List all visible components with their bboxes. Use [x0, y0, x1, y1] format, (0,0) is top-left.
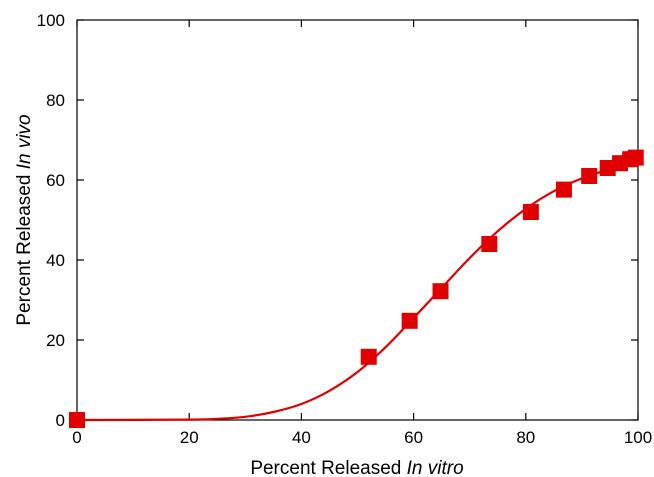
y-axis-label: Percent Released In vivo	[14, 114, 35, 325]
axis-ticks	[76, 19, 639, 421]
tick-labels: 0 20 40 60 80 100 0 20 40 60 80 100	[37, 11, 653, 447]
data-point	[555, 181, 572, 198]
x-axis-label: Percent Released In vitro	[250, 458, 463, 477]
data-point	[401, 312, 418, 329]
data-point	[360, 348, 377, 365]
y-tick-label: 100	[37, 11, 65, 30]
y-tick-label: 60	[46, 171, 65, 190]
data-points	[69, 149, 644, 428]
y-tick-label: 40	[46, 251, 65, 270]
data-point	[627, 149, 644, 166]
data-point	[522, 204, 539, 220]
x-tick-label: 20	[180, 428, 199, 447]
plot-frame	[76, 19, 639, 421]
x-tick-label: 0	[72, 428, 81, 447]
data-point	[599, 160, 616, 176]
y-tick-label: 20	[46, 331, 65, 350]
data-point	[481, 236, 498, 252]
data-point	[69, 412, 85, 428]
x-tick-label: 100	[624, 428, 652, 447]
y-tick-label: 80	[46, 91, 65, 110]
y-tick-label: 0	[56, 411, 65, 430]
x-tick-label: 40	[292, 428, 311, 447]
fit-curve	[76, 160, 639, 422]
x-tick-label: 80	[516, 428, 535, 447]
data-point	[432, 283, 449, 300]
x-tick-label: 60	[404, 428, 423, 447]
data-point	[581, 168, 598, 184]
